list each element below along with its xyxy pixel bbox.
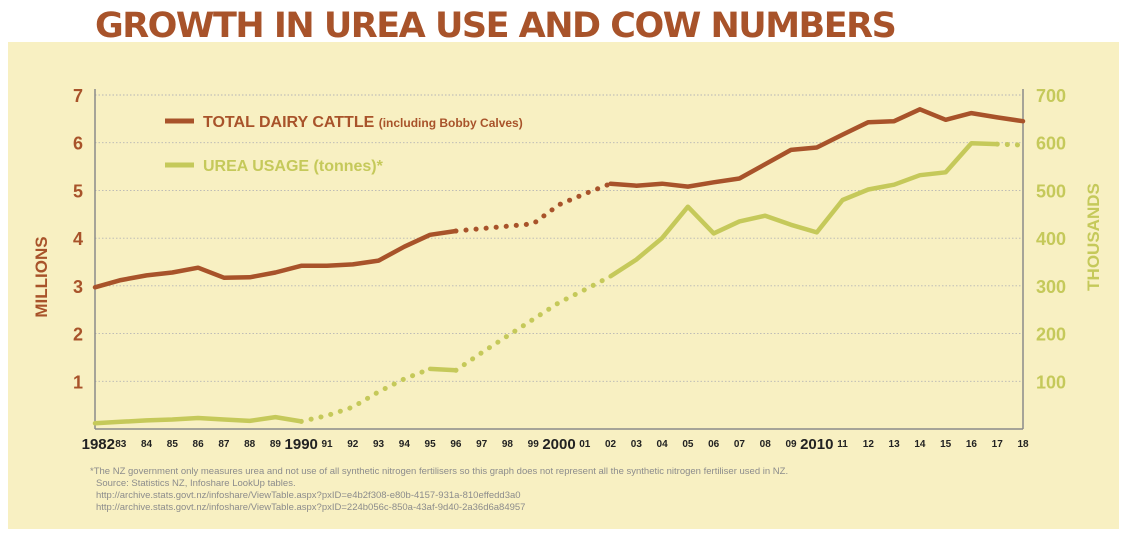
x-tick-label: 83 — [115, 439, 127, 450]
x-tick-label: 85 — [167, 439, 179, 450]
dairy-cattle-line-solid — [608, 107, 1026, 189]
dairy-cattle-line-solid — [92, 228, 459, 290]
chart-title: GROWTH IN UREA USE AND COW NUMBERS — [95, 6, 897, 46]
legend: TOTAL DAIRY CATTLE (including Bobby Calv… — [165, 114, 523, 175]
y-tick-label-right: 300 — [1036, 277, 1066, 297]
urea-usage-line-dotted — [298, 366, 433, 424]
x-tick-label: 18 — [1017, 439, 1029, 450]
x-tick-label: 2000 — [542, 436, 575, 453]
x-tick-label: 86 — [193, 439, 205, 450]
y-tick-label-left: 7 — [73, 86, 83, 106]
urea-usage-line-dotted — [453, 273, 614, 373]
x-tick-label: 02 — [605, 439, 617, 450]
footnote-disclaimer: *The NZ government only measures urea an… — [90, 466, 789, 477]
x-tick-label: 16 — [966, 439, 978, 450]
y-tick-label-right: 200 — [1036, 325, 1066, 345]
x-tick-label: 91 — [321, 439, 333, 450]
series-lines — [92, 107, 1026, 426]
x-tick-label: 15 — [940, 439, 952, 450]
urea-usage-line-dotted — [994, 141, 1026, 148]
x-tick-label: 92 — [347, 439, 359, 450]
urea-usage-line-solid — [92, 414, 304, 426]
x-tick-label: 14 — [914, 439, 926, 450]
x-tick-label: 88 — [244, 439, 256, 450]
x-tick-label: 1982 — [82, 436, 115, 453]
y-tick-label-left: 6 — [73, 134, 83, 154]
footnote-link-1: http://archive.stats.govt.nz/infoshare/V… — [96, 490, 521, 501]
legend-label-urea-usage: UREA USAGE (tonnes)* — [203, 158, 384, 175]
x-tick-label: 84 — [141, 439, 153, 450]
x-tick-label: 03 — [631, 439, 643, 450]
y-tick-label-right: 400 — [1036, 229, 1066, 249]
y-axis-title-right: THOUSANDS — [1084, 183, 1103, 291]
x-tick-label: 12 — [863, 439, 875, 450]
y-tick-label-right: 600 — [1036, 134, 1066, 154]
y-tick-label-left: 2 — [73, 325, 83, 345]
x-tick-label: 01 — [579, 439, 591, 450]
footnote-source: Source: Statistics NZ, Infoshare LookUp … — [96, 478, 296, 489]
footnote-link-2: http://archive.stats.govt.nz/infoshare/V… — [96, 502, 526, 513]
x-tick-label: 96 — [450, 439, 462, 450]
x-tick-label: 13 — [889, 439, 901, 450]
legend-label-dairy-cattle-name: TOTAL DAIRY CATTLE — [203, 114, 379, 131]
y-tick-label-right: 500 — [1036, 181, 1066, 201]
chart-panel: 1 2 3 4 5 6 7 100 200 300 400 500 600 700 MILLIONS THOU… — [8, 42, 1119, 529]
x-tick-label: 98 — [502, 439, 514, 450]
x-tick-label: 08 — [760, 439, 772, 450]
x-tick-label: 93 — [373, 439, 385, 450]
gridlines — [95, 94, 1023, 382]
x-tick-label: 99 — [528, 439, 540, 450]
x-tick-label: 05 — [682, 439, 694, 450]
y-tick-label-left: 1 — [73, 372, 83, 392]
urea-usage-line-solid — [608, 140, 1000, 279]
legend-label-dairy-cattle-suffix: (including Bobby Calves) — [379, 116, 523, 130]
x-tick-label: 2010 — [800, 436, 833, 453]
y-tick-label-right: 100 — [1036, 372, 1066, 392]
x-tick-label: 11 — [837, 439, 848, 450]
x-tick-label: 04 — [657, 439, 669, 450]
y-axis-title-left: MILLIONS — [32, 236, 51, 317]
x-tick-label: 17 — [992, 439, 1004, 450]
y-tick-label-left: 3 — [73, 277, 83, 297]
y-tick-label-right: 700 — [1036, 86, 1066, 106]
x-tick-label: 95 — [425, 439, 437, 450]
urea-usage-line-solid — [427, 366, 459, 373]
legend-label-dairy-cattle: TOTAL DAIRY CATTLE (including Bobby Calv… — [203, 114, 523, 131]
x-tick-label: 89 — [270, 439, 282, 450]
x-tick-label: 97 — [476, 439, 488, 450]
x-tick-label: 09 — [785, 439, 797, 450]
x-tick-label: 94 — [399, 439, 411, 450]
y-tick-label-left: 5 — [73, 181, 83, 201]
y-tick-label-left: 4 — [73, 229, 83, 249]
x-tick-label: 1990 — [285, 436, 318, 453]
x-tick-label: 06 — [708, 439, 720, 450]
x-tick-label: 07 — [734, 439, 746, 450]
x-tick-label: 87 — [218, 439, 230, 450]
